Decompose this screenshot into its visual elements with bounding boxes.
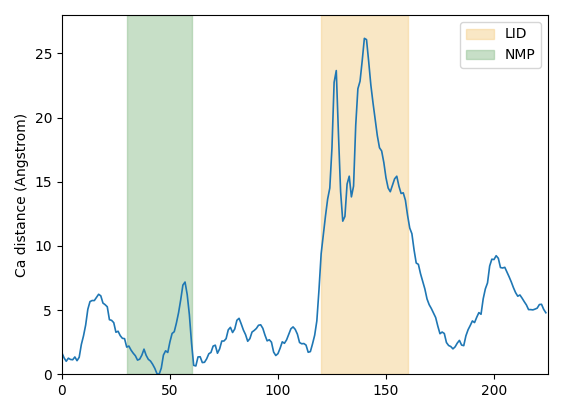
Y-axis label: Ca distance (Angstrom): Ca distance (Angstrom) (15, 113, 29, 277)
Legend: LID, NMP: LID, NMP (461, 22, 541, 68)
Bar (127, 15, 191, 374)
Bar (321, 15, 408, 374)
